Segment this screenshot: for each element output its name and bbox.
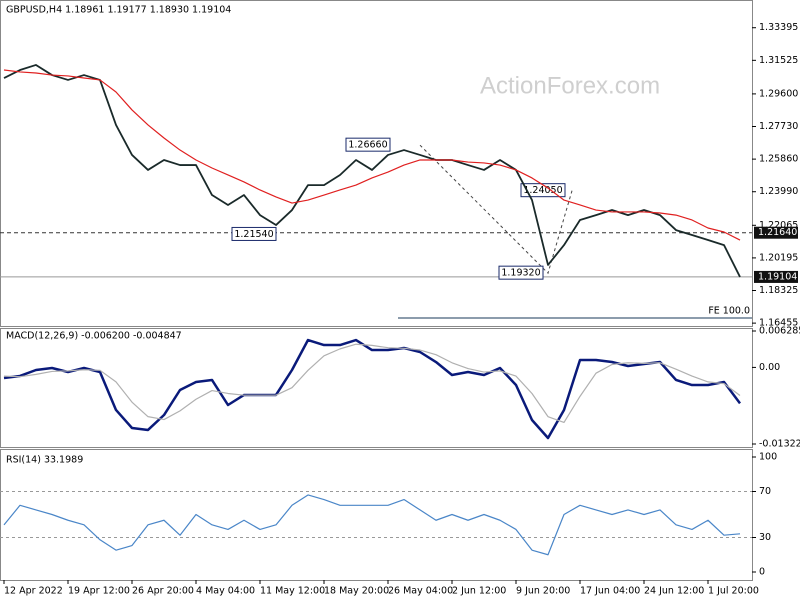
y-tick-label: 100	[759, 452, 777, 463]
price-panel	[0, 0, 753, 327]
y-tick-label: 1.29600	[759, 88, 798, 99]
y-tick-label: 70	[759, 486, 771, 497]
y-tick-label: 1.20195	[759, 252, 798, 263]
x-tick-label: 19 Apr 12:00	[68, 586, 130, 597]
level-label-box	[754, 270, 798, 283]
fibo-line	[419, 144, 573, 275]
y-tick-label: 1.22065	[759, 220, 798, 231]
x-tick-label: 18 May 20:00	[324, 586, 389, 597]
y-tick-label: 1.25860	[759, 154, 798, 165]
y-tick-label: 1.18325	[759, 285, 798, 296]
y-tick-label: 0.00	[759, 362, 780, 373]
x-tick-label: 26 Apr 20:00	[132, 586, 194, 597]
level-label: 1.19104	[758, 271, 797, 282]
price-label-box	[498, 265, 544, 280]
x-tick-label: 17 Jun 04:00	[580, 586, 640, 597]
x-tick-label: 2 Jun 12:00	[452, 586, 506, 597]
macd-panel	[0, 328, 753, 448]
y-tick-label: 1.16455	[759, 318, 798, 329]
panel-title: RSI(14) 33.1989	[6, 455, 83, 466]
watermark: ActionForex.com	[480, 72, 660, 99]
price-label-box	[520, 183, 566, 198]
level-label: 1.21640	[758, 227, 797, 238]
x-tick-label: 4 May 04:00	[196, 586, 255, 597]
x-tick-label: 26 May 04:00	[388, 586, 453, 597]
price-label: 1.19320	[501, 268, 540, 279]
x-tick-label: 24 Jun 12:00	[644, 586, 704, 597]
price-label-box	[231, 226, 277, 241]
x-tick-label: 9 Jun 20:00	[516, 586, 570, 597]
series-line	[3, 343, 741, 424]
series-line	[3, 69, 741, 241]
level-label-box	[754, 226, 798, 239]
series-line	[3, 494, 741, 556]
x-tick-label: 12 Apr 2022	[4, 586, 63, 597]
y-tick-label: 1.23990	[759, 186, 798, 197]
y-tick-label: 1.33395	[759, 22, 798, 33]
x-tick-label: 11 May 12:00	[260, 586, 325, 597]
panel-title: GBPUSD,H4 1.18961 1.19177 1.18930 1.1910…	[6, 5, 231, 16]
price-label: 1.26660	[348, 140, 387, 151]
y-tick-label: 1.31525	[759, 55, 798, 66]
fe-label: FE 100.0	[708, 305, 750, 316]
price-label: 1.24050	[523, 185, 562, 196]
rsi-panel	[0, 449, 753, 581]
panel-title: MACD(12,26,9) -0.006200 -0.004847	[6, 331, 182, 342]
y-tick-label: 0	[759, 567, 765, 578]
price-label-box	[345, 137, 391, 152]
y-tick-label: 0.006285	[759, 326, 800, 337]
price-label: 1.21540	[234, 229, 273, 240]
y-tick-label: 30	[759, 532, 771, 543]
y-tick-label: -0.013223	[759, 439, 800, 450]
y-tick-label: 1.27730	[759, 121, 798, 132]
x-tick-label: 1 Jul 20:00	[708, 586, 759, 597]
